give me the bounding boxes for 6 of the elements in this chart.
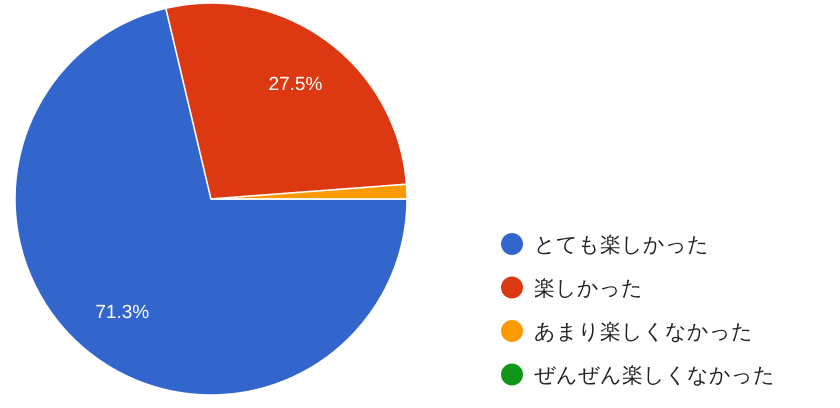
data-label: 27.5%	[268, 74, 323, 96]
legend-label: ぜんぜん楽しくなかった	[534, 362, 775, 387]
legend-label: 楽しかった	[534, 276, 643, 300]
legend-label: とても楽しかった	[534, 232, 709, 256]
legend-label: あまり楽しくなかった	[534, 319, 753, 344]
data-label: 71.3%	[95, 302, 150, 323]
